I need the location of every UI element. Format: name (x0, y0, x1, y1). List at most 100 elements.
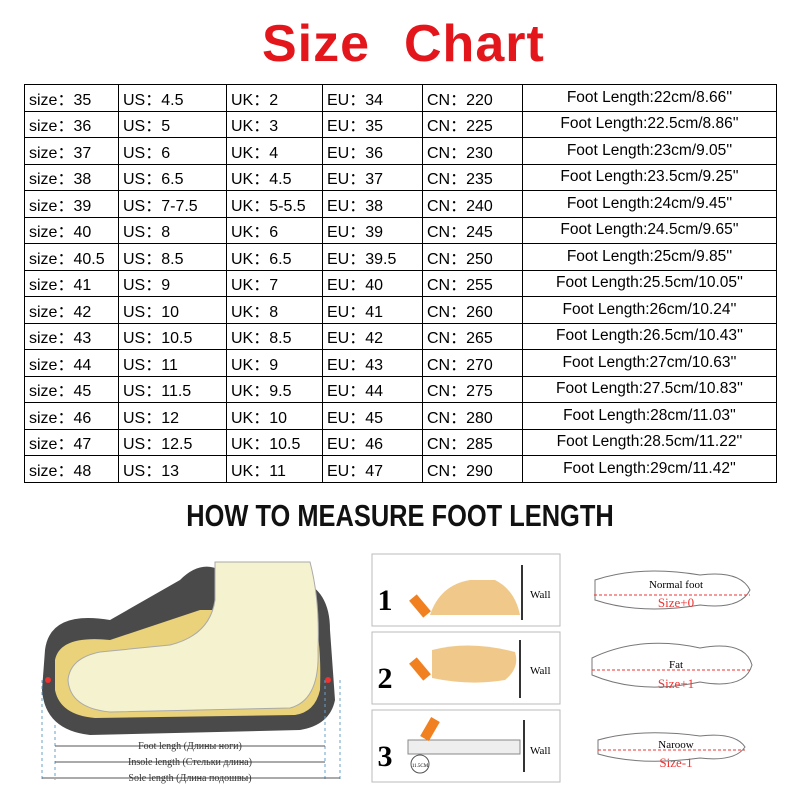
ruler-label: 11.5CM (412, 764, 429, 769)
table-cell: Foot Length:29cm/11.42'' (522, 455, 777, 483)
table-cell: size：35 (24, 84, 119, 112)
table-cell: CN：290 (422, 455, 523, 483)
table-cell: size：40 (24, 216, 119, 244)
wall-label: Wall (530, 745, 551, 757)
title: Chart (404, 15, 545, 73)
table-cell: CN：265 (422, 322, 523, 350)
table-cell: UK：2 (226, 84, 323, 112)
table-cell: UK：11 (226, 455, 323, 483)
size-table: size：35 US：4.5 UK：2 EU：34 CN：220 Foot Length:… (24, 84, 777, 483)
table-row: size：45 US：11.5 UK：9.5 EU：44 CN：275 Foot Leng… (24, 375, 777, 403)
table-cell: Foot Length:25cm/9.85'' (522, 243, 777, 271)
table-cell: UK：10 (226, 402, 323, 430)
table-row: size：44 US：11 UK：9 EU：43 CN：270 Foot Length:2… (24, 349, 777, 377)
table-cell: Foot Length:25.5cm/10.05'' (522, 269, 777, 297)
table-cell: size：45 (24, 375, 119, 403)
table-row: size：35 US：4.5 UK：2 EU：34 CN：220 Foot Length:… (24, 84, 777, 112)
shoe-illustration (41, 561, 341, 780)
shoe-label: Sole length (Длина подошвы) (128, 773, 251, 784)
table-cell: US：8.5 (118, 243, 227, 271)
table-row: size：40.5 US：8.5 UK：6.5 EU：39.5 CN：250 Foot L… (24, 243, 777, 271)
table-cell: size：42 (24, 296, 119, 324)
table-row: size：36 US：5 UK：3 EU：35 CN：225 Foot Length:22… (24, 110, 777, 138)
table-cell: US：7-7.5 (118, 190, 227, 218)
table-cell: CN：225 (422, 110, 523, 138)
table-cell: US：6 (118, 137, 227, 165)
table-cell: UK：3 (226, 110, 323, 138)
table-cell: UK：6 (226, 216, 323, 244)
table-cell: size：48 (24, 455, 119, 483)
size-adjust: Size+0 (658, 595, 694, 610)
wall-label: Wall (530, 665, 551, 677)
table-cell: Foot Length:27.5cm/10.83'' (522, 375, 777, 403)
table-cell: Foot Length:23.5cm/9.25'' (522, 163, 777, 191)
table-cell: UK：7 (226, 269, 323, 297)
width-label: Normal foot (649, 579, 703, 591)
table-cell: Foot Length:22.5cm/8.86'' (522, 110, 777, 138)
table-cell: size：43 (24, 322, 119, 350)
table-cell: US：12.5 (118, 428, 227, 456)
table-cell: EU：46 (322, 428, 423, 456)
illustrations: Foot lengh (Длины ноги) Insole length (С… (41, 553, 753, 784)
table-cell: Foot Length:23cm/9.05'' (522, 137, 777, 165)
table-cell: EU：47 (322, 455, 423, 483)
table-cell: size：37 (24, 137, 119, 165)
table-cell: EU：41 (322, 296, 423, 324)
table-cell: size：47 (24, 428, 119, 456)
table-cell: CN：255 (422, 269, 523, 297)
table-row: size：43 US：10.5 UK：8.5 EU：42 CN：265 Foot Leng… (24, 322, 777, 350)
table-row: size：46 US：12 UK：10 EU：45 CN：280 Foot Length:… (24, 402, 777, 430)
table-cell: EU：44 (322, 375, 423, 403)
shoe-label: Foot lengh (Длины ноги) (138, 741, 242, 752)
table-cell: EU：37 (322, 163, 423, 191)
table-cell: UK：9.5 (226, 375, 323, 403)
table-cell: EU：43 (322, 349, 423, 377)
table-row: size：48 US：13 UK：11 EU：47 CN：290 Foot Length:… (24, 455, 777, 483)
table-cell: size：40.5 (24, 243, 119, 271)
table-cell: US：11.5 (118, 375, 227, 403)
table-cell: US：10.5 (118, 322, 227, 350)
table-cell: UK：8 (226, 296, 323, 324)
table-cell: US：13 (118, 455, 227, 483)
table-cell: size：46 (24, 402, 119, 430)
table-cell: EU：39.5 (322, 243, 423, 271)
table-cell: size：41 (24, 269, 119, 297)
table-cell: size：38 (24, 163, 119, 191)
table-cell: CN：220 (422, 84, 523, 112)
table-cell: US：9 (118, 269, 227, 297)
table-cell: US：11 (118, 349, 227, 377)
table-cell: Foot Length:24cm/9.45'' (522, 190, 777, 218)
table-cell: UK：5-5.5 (226, 190, 323, 218)
size-adjust: Size-1 (659, 755, 692, 770)
table-cell: EU：34 (322, 84, 423, 112)
table-row: size：42 US：10 UK：8 EU：41 CN：260 Foot Length:2… (24, 296, 777, 324)
table-cell: CN：230 (422, 137, 523, 165)
table-cell: CN：285 (422, 428, 523, 456)
wall-label: Wall (530, 589, 551, 601)
table-cell: UK：6.5 (226, 243, 323, 271)
width-label: Fat (669, 659, 683, 671)
table-cell: EU：39 (322, 216, 423, 244)
foot-width-illustrations (591, 570, 753, 762)
table-cell: US：8 (118, 216, 227, 244)
table-cell: EU：38 (322, 190, 423, 218)
table-cell: Foot Length:28.5cm/11.22'' (522, 428, 777, 456)
table-row: size：47 US：12.5 UK：10.5 EU：46 CN：285 Foot Len… (24, 428, 777, 456)
table-cell: US：12 (118, 402, 227, 430)
table-cell: Foot Length:27cm/10.63'' (522, 349, 777, 377)
step-number: 2 (378, 662, 393, 695)
table-cell: EU：45 (322, 402, 423, 430)
table-cell: US：6.5 (118, 163, 227, 191)
table-cell: US：10 (118, 296, 227, 324)
table-cell: CN：280 (422, 402, 523, 430)
table-cell: EU：40 (322, 269, 423, 297)
step-number: 3 (378, 740, 393, 773)
size-adjust: Size+1 (658, 676, 694, 691)
table-cell: US：5 (118, 110, 227, 138)
table-cell: Foot Length:26cm/10.24'' (522, 296, 777, 324)
table-cell: CN：275 (422, 375, 523, 403)
table-cell: size：36 (24, 110, 119, 138)
table-cell: UK：8.5 (226, 322, 323, 350)
table-row: size：39 US：7-7.5 UK：5-5.5 EU：38 CN：240 Foot L… (24, 190, 777, 218)
